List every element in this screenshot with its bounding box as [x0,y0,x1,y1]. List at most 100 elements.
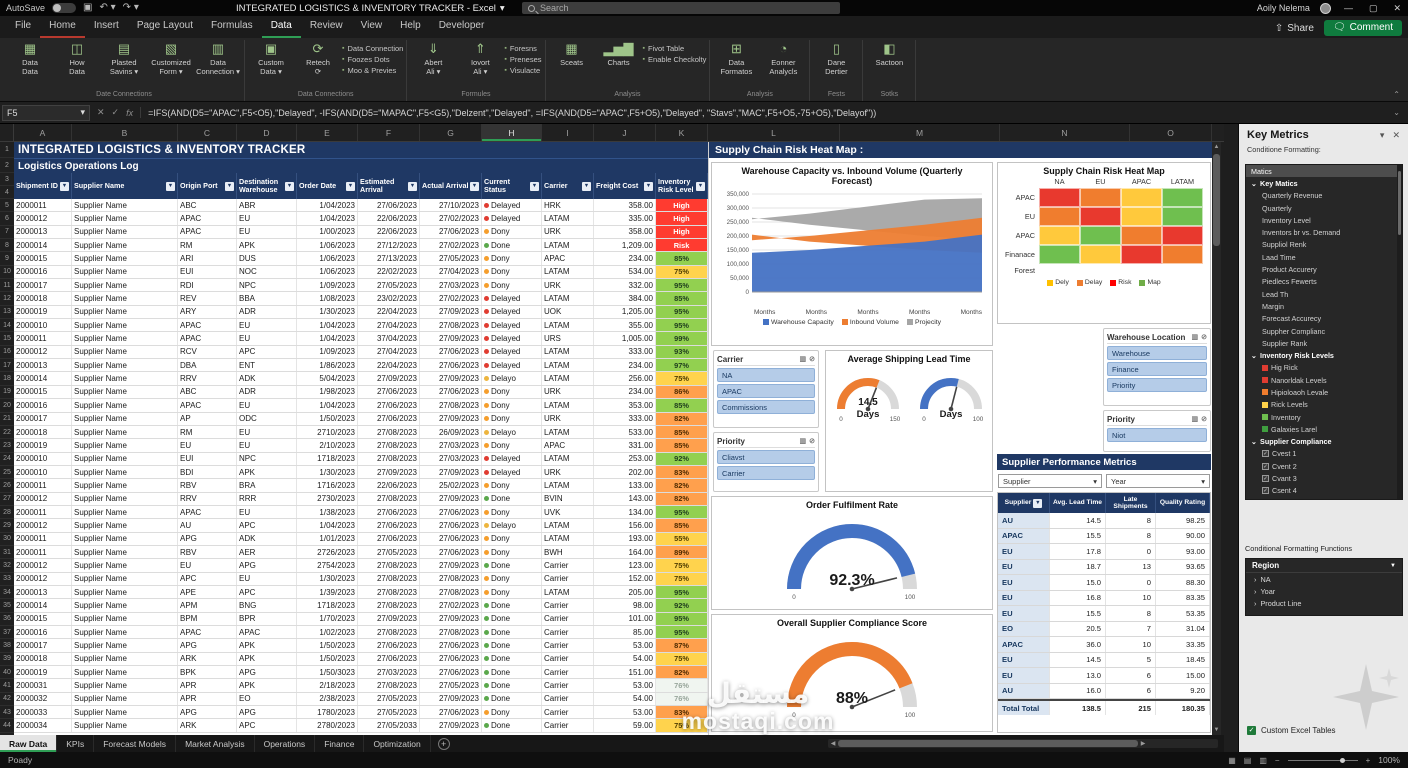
cell[interactable]: Done [482,679,542,692]
cell[interactable]: Done [482,652,542,666]
cell[interactable]: HRK [542,199,594,212]
region-item[interactable]: › Yoar [1254,586,1276,596]
cell[interactable]: Delayed [482,305,542,319]
column-header-G[interactable]: G [420,124,482,141]
cell[interactable]: Carrier [542,599,594,612]
row-number-34[interactable]: 34 [0,586,14,600]
cell[interactable]: 27/06/2023 [420,545,482,559]
cell[interactable]: Delayed [482,292,542,305]
table-row[interactable]: 2000012 Supplier Name AU APC 1/04/2023 27/06/… [14,519,708,533]
normal-view-icon[interactable]: ▦ [1228,755,1236,765]
spm-cell[interactable]: 13.0 [1050,668,1106,683]
cell[interactable]: 1/04/2023 [297,519,358,532]
cell[interactable]: 27/05/2023 [420,252,482,265]
cell[interactable]: LATAM [542,399,594,412]
tab-file[interactable]: File [15,20,32,31]
heatmap-cell[interactable] [1162,207,1203,227]
cell[interactable]: Supplier Name [72,359,178,372]
cell[interactable]: 1/30/2023 [297,572,358,585]
cell[interactable]: 82% [656,666,708,679]
cell[interactable]: 2000012 [14,572,72,585]
row-number-43[interactable]: 43 [0,706,14,720]
tree-scrollbar[interactable] [1397,165,1402,499]
cell[interactable]: URK [542,225,594,239]
cell[interactable]: 358.00 [594,199,656,212]
page-layout-view-icon[interactable]: ▤ [1243,755,1252,765]
row-number-27[interactable]: 27 [0,493,14,506]
cell[interactable]: 99% [656,332,708,345]
cell[interactable]: 27/06/2023 [420,519,482,532]
tree-item[interactable]: ✓ Cvest 1 [1262,449,1297,459]
cell[interactable]: Delayo [482,425,542,439]
cell[interactable]: 2000011 [14,479,72,492]
cell[interactable]: 134.00 [594,505,656,519]
cell[interactable]: Done [482,626,542,639]
ribbon-button[interactable]: ▦ Data Data [7,40,53,76]
row-number-13[interactable]: 13 [0,306,14,320]
table-row[interactable]: 2000015 Supplier Name BPM BPR 1/70/2023 27/09… [14,612,708,626]
cell[interactable]: APK [237,239,297,252]
cell[interactable]: BRA [237,479,297,492]
cell[interactable]: 27/06/2023 [358,639,420,652]
cell[interactable]: LATAM [542,265,594,279]
save-icon[interactable]: ▣ [83,2,93,13]
cell[interactable]: Risk [656,239,708,252]
cell[interactable]: 2000019 [14,666,72,679]
cell[interactable]: 384.00 [594,292,656,305]
cell[interactable]: EU [237,505,297,519]
ribbon-small-button[interactable]: ▪ Moo & Previes [342,66,397,75]
table-row[interactable]: 2000012 Supplier Name RCV APC 1/09/2023 27/04… [14,345,708,360]
cell[interactable]: 22/06/2023 [358,225,420,239]
slicer-item[interactable]: NA [717,368,815,382]
cell[interactable]: 2000014 [14,372,72,385]
spm-cell[interactable]: 93.65 [1156,559,1210,574]
scroll-down-icon[interactable]: ▼ [1213,727,1220,733]
cell[interactable]: 85% [656,399,708,412]
ribbon-button[interactable]: ⊞ Data Formatos [713,40,759,76]
cell[interactable]: 92% [656,452,708,465]
cell[interactable]: 2000012 [14,212,72,225]
formula-input[interactable]: =IFS(AND(D5="APAC",F5<O5),"Delayed", -IF… [148,107,877,118]
cell[interactable]: Done [482,692,542,706]
cell[interactable]: RM [178,425,237,439]
cell[interactable]: 1780/2023 [297,706,358,719]
cell[interactable]: Dony [482,279,542,292]
multiselect-icon[interactable]: ▥ [799,356,807,363]
cell[interactable]: 27/09/2023 [420,612,482,625]
cell[interactable]: 1/00/2023 [297,225,358,239]
cell[interactable]: AP [178,412,237,425]
table-row[interactable]: 2000017 Supplier Name AP ODC 1/50/2023 27/06/… [14,412,708,426]
row-number-21[interactable]: 21 [0,413,14,426]
cell[interactable]: 27/08/2023 [358,452,420,465]
cell[interactable]: Supplier Name [72,332,178,345]
cell[interactable]: 85% [656,519,708,532]
multiselect-icon[interactable]: ▥ [799,438,807,445]
vertical-scrollbar[interactable]: ▲ ▼ [1212,142,1221,735]
cell[interactable]: 27/08/2023 [358,679,420,692]
cell[interactable]: 1,005.00 [594,332,656,345]
cell[interactable]: Carrier [542,572,594,585]
cell[interactable]: 27/06/2023 [358,412,420,425]
ribbon-small-button[interactable]: ▪ Fivot Table [642,44,685,53]
search-box[interactable]: Search [522,2,840,14]
cell[interactable]: 1/98/2023 [297,385,358,399]
tree-group[interactable]: ⌄ Supplier Compliance [1251,437,1332,447]
page-break-view-icon[interactable]: ▥ [1259,755,1267,765]
cell[interactable]: 27/04/2023 [358,345,420,359]
cell[interactable]: RM [178,239,237,252]
cell[interactable]: BPM [178,612,237,625]
row-number-20[interactable]: 20 [0,399,14,413]
cell[interactable]: 27/03/2023 [420,439,482,452]
cell[interactable]: 533.00 [594,425,656,439]
cell[interactable]: 27/08/2023 [358,492,420,505]
table-row[interactable]: 2000012 Supplier Name APC EU 1/30/2023 27/08/… [14,572,708,586]
cell[interactable]: 2000017 [14,412,72,425]
cell[interactable]: 27/08/2023 [358,572,420,585]
spm-cell[interactable]: 8 [1106,513,1156,528]
cell[interactable]: 75% [656,559,708,572]
tree-item[interactable]: Suppliol Renk [1262,240,1307,250]
spm-cell[interactable]: 14.5 [1050,513,1106,528]
cell[interactable]: 27/06/2023 [420,532,482,545]
cell[interactable]: 1/01/2023 [297,532,358,545]
cell[interactable]: 355.00 [594,319,656,332]
